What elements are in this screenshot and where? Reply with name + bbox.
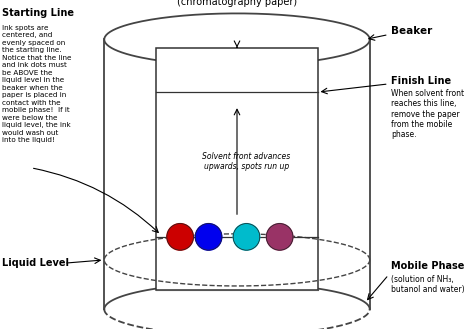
Text: (solution of NH₃,
butanol and water): (solution of NH₃, butanol and water) (391, 275, 465, 294)
Ellipse shape (266, 224, 293, 250)
Text: Beaker: Beaker (391, 26, 432, 36)
Text: Ink spots are
centered, and
evenly spaced on
the starting line.
Notice that the : Ink spots are centered, and evenly space… (2, 25, 72, 143)
Text: Mobile Phase: Mobile Phase (391, 262, 465, 271)
Ellipse shape (167, 224, 193, 250)
Text: When solvent front
reaches this line,
remove the paper
from the mobile
phase.: When solvent front reaches this line, re… (391, 89, 464, 139)
Text: Stationary Phase
(chromatography paper): Stationary Phase (chromatography paper) (177, 0, 297, 7)
Text: Starting Line: Starting Line (2, 8, 74, 18)
Text: Liquid Level: Liquid Level (2, 258, 69, 268)
Ellipse shape (233, 224, 260, 250)
Bar (156, 48, 318, 290)
Text: Solvent front advances
upwards, spots run up: Solvent front advances upwards, spots ru… (202, 152, 291, 171)
Text: Finish Line: Finish Line (391, 76, 451, 86)
Ellipse shape (195, 224, 222, 250)
